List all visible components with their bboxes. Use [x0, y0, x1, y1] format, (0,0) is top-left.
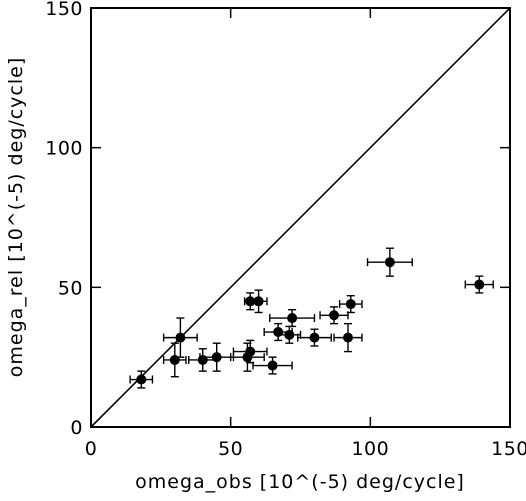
point-marker [474, 279, 485, 290]
y-tick-label: 150 [45, 0, 83, 20]
data-point [269, 308, 316, 328]
x-tick-label: 100 [351, 438, 389, 460]
point-marker [309, 332, 320, 343]
point-marker [345, 299, 356, 310]
y-tick-label: 0 [70, 417, 83, 439]
data-point [162, 342, 187, 378]
point-marker [253, 296, 264, 307]
points-group [129, 247, 494, 389]
point-marker [284, 329, 295, 340]
identity-line [90, 7, 511, 428]
data-point [229, 342, 265, 372]
data-point [277, 325, 302, 344]
data-point [199, 342, 235, 372]
ticks-group: 0 50 100 150 0 50 100 150 [45, 0, 526, 460]
data-point [333, 322, 363, 353]
point-marker [384, 257, 395, 268]
plot-frame [90, 7, 511, 428]
point-marker [169, 354, 180, 365]
x-tick-label: 50 [218, 438, 243, 460]
point-marker [136, 374, 147, 385]
data-point [162, 317, 198, 358]
data-point [366, 247, 413, 277]
data-point [232, 339, 268, 364]
point-marker [197, 354, 208, 365]
data-point [188, 348, 218, 372]
x-axis-label: omega_obs [10^(-5) deg/cycle] [135, 471, 465, 493]
data-point [129, 370, 154, 389]
data-point [249, 289, 268, 314]
data-point [464, 275, 494, 294]
y-tick-label: 100 [45, 138, 83, 160]
point-marker [342, 332, 353, 343]
x-tick-label: 150 [491, 438, 526, 460]
y-tick-label: 50 [58, 277, 83, 299]
data-point [338, 295, 363, 314]
x-tick-label: 0 [85, 438, 98, 460]
data-point [297, 328, 332, 347]
reference-line-group [90, 7, 511, 428]
point-marker [245, 346, 256, 357]
data-point [252, 356, 293, 375]
y-axis-label: omega_rel [10^(-5) deg/cycle] [5, 57, 27, 377]
point-marker [211, 352, 222, 363]
point-marker [287, 313, 298, 324]
data-point [319, 306, 349, 325]
point-marker [175, 332, 186, 343]
point-marker [267, 360, 278, 371]
point-marker [329, 310, 340, 321]
